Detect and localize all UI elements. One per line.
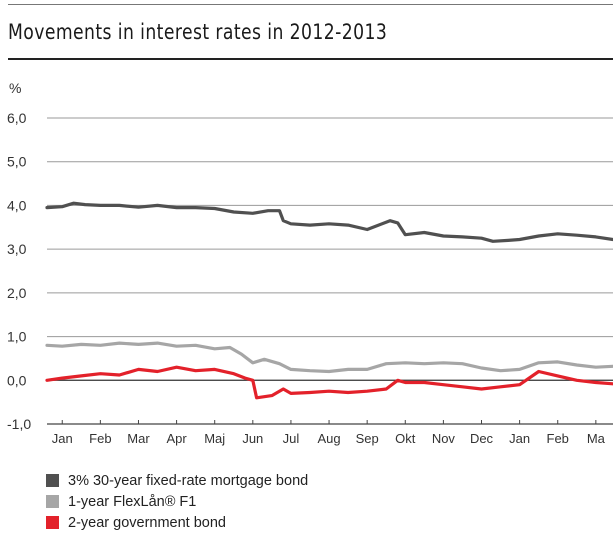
- y-tick-label: 6,0: [7, 110, 27, 126]
- mortgage-bond-line: [45, 201, 613, 243]
- x-tick-label: Jun: [242, 431, 263, 446]
- chart-title: Movements in interest rates in 2012-2013: [8, 20, 388, 44]
- y-tick-label: 5,0: [7, 154, 27, 170]
- legend-item-mortgage-bond: 3% 30-year fixed-rate mortgage bond: [46, 470, 308, 491]
- government-bond-line: [45, 365, 613, 400]
- x-tick-label: Feb: [89, 431, 111, 446]
- y-tick-label: 3,0: [7, 241, 27, 257]
- series-lines: [45, 201, 613, 400]
- x-tick-labels: Jan Feb Mar Apr Maj Jun Jul Aug Sep Okt Nov Dec Jan F…: [52, 420, 606, 446]
- y-tick-label: 1,0: [7, 329, 27, 345]
- x-tick-label: Apr: [166, 431, 187, 446]
- gridlines: [47, 117, 613, 425]
- x-tick-label: Mar: [127, 431, 150, 446]
- flexlan-line: [45, 341, 613, 374]
- legend-item-government-bond: 2-year government bond: [46, 512, 308, 533]
- legend-label: 2-year government bond: [68, 514, 226, 531]
- x-tick-label: Aug: [317, 431, 340, 446]
- y-tick-label: 4,0: [7, 197, 27, 213]
- x-tick-label: Dec: [470, 431, 494, 446]
- legend-swatch: [46, 474, 59, 487]
- y-tick-label: 2,0: [7, 285, 27, 301]
- title-rule: [8, 58, 613, 60]
- legend-swatch: [46, 516, 59, 529]
- y-tick-label: -1,0: [7, 416, 31, 432]
- x-tick-label: Nov: [432, 431, 456, 446]
- legend-item-flexlan: 1-year FlexLån® F1: [46, 491, 308, 512]
- y-tick-label: 0,0: [7, 372, 27, 388]
- x-tick-label: Jan: [509, 431, 530, 446]
- x-tick-label: Feb: [547, 431, 569, 446]
- x-tick-label: Jan: [52, 431, 73, 446]
- legend-label: 1-year FlexLån® F1: [68, 493, 197, 510]
- legend-swatch: [46, 495, 59, 508]
- line-chart: 6,0 5,0 4,0 3,0 2,0 1,0 0,0 -1,0 Jan Feb Mar Apr Ma…: [7, 110, 613, 446]
- legend: 3% 30-year fixed-rate mortgage bond 1-ye…: [46, 470, 308, 533]
- legend-label: 3% 30-year fixed-rate mortgage bond: [68, 472, 309, 489]
- x-tick-label: Ma: [587, 431, 606, 446]
- x-tick-label: Okt: [395, 431, 416, 446]
- top-rule: [8, 4, 613, 5]
- y-tick-labels: 6,0 5,0 4,0 3,0 2,0 1,0 0,0 -1,0: [7, 110, 31, 432]
- x-tick-label: Sep: [356, 431, 379, 446]
- x-tick-label: Maj: [204, 431, 225, 446]
- y-unit-label: %: [9, 80, 22, 96]
- x-tick-label: Jul: [283, 431, 300, 446]
